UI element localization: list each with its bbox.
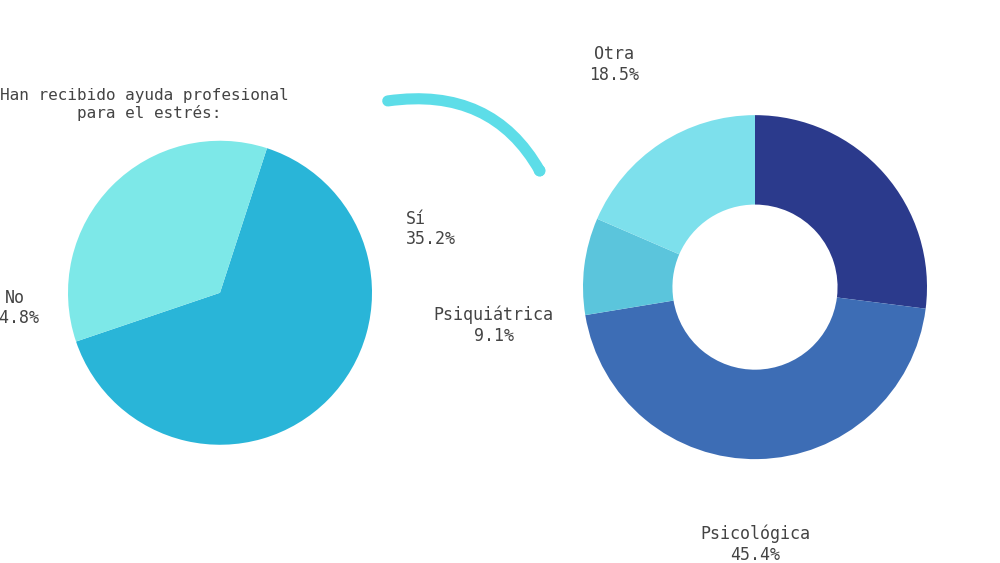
Text: Psiquiátrica
9.1%: Psiquiátrica 9.1% bbox=[434, 305, 554, 345]
Text: Psicológica
45.4%: Psicológica 45.4% bbox=[700, 525, 810, 563]
Wedge shape bbox=[76, 148, 372, 445]
Text: Otra
18.5%: Otra 18.5% bbox=[589, 46, 639, 84]
Text: Sí
35.2%: Sí 35.2% bbox=[405, 209, 455, 248]
Wedge shape bbox=[583, 219, 679, 315]
Wedge shape bbox=[755, 115, 927, 309]
Text: No
64.8%: No 64.8% bbox=[0, 289, 40, 327]
Text: Han recibido ayuda profesional
        para el estrés:: Han recibido ayuda profesional para el e… bbox=[0, 88, 288, 121]
Wedge shape bbox=[597, 115, 755, 254]
Wedge shape bbox=[585, 297, 926, 459]
Wedge shape bbox=[68, 141, 267, 342]
